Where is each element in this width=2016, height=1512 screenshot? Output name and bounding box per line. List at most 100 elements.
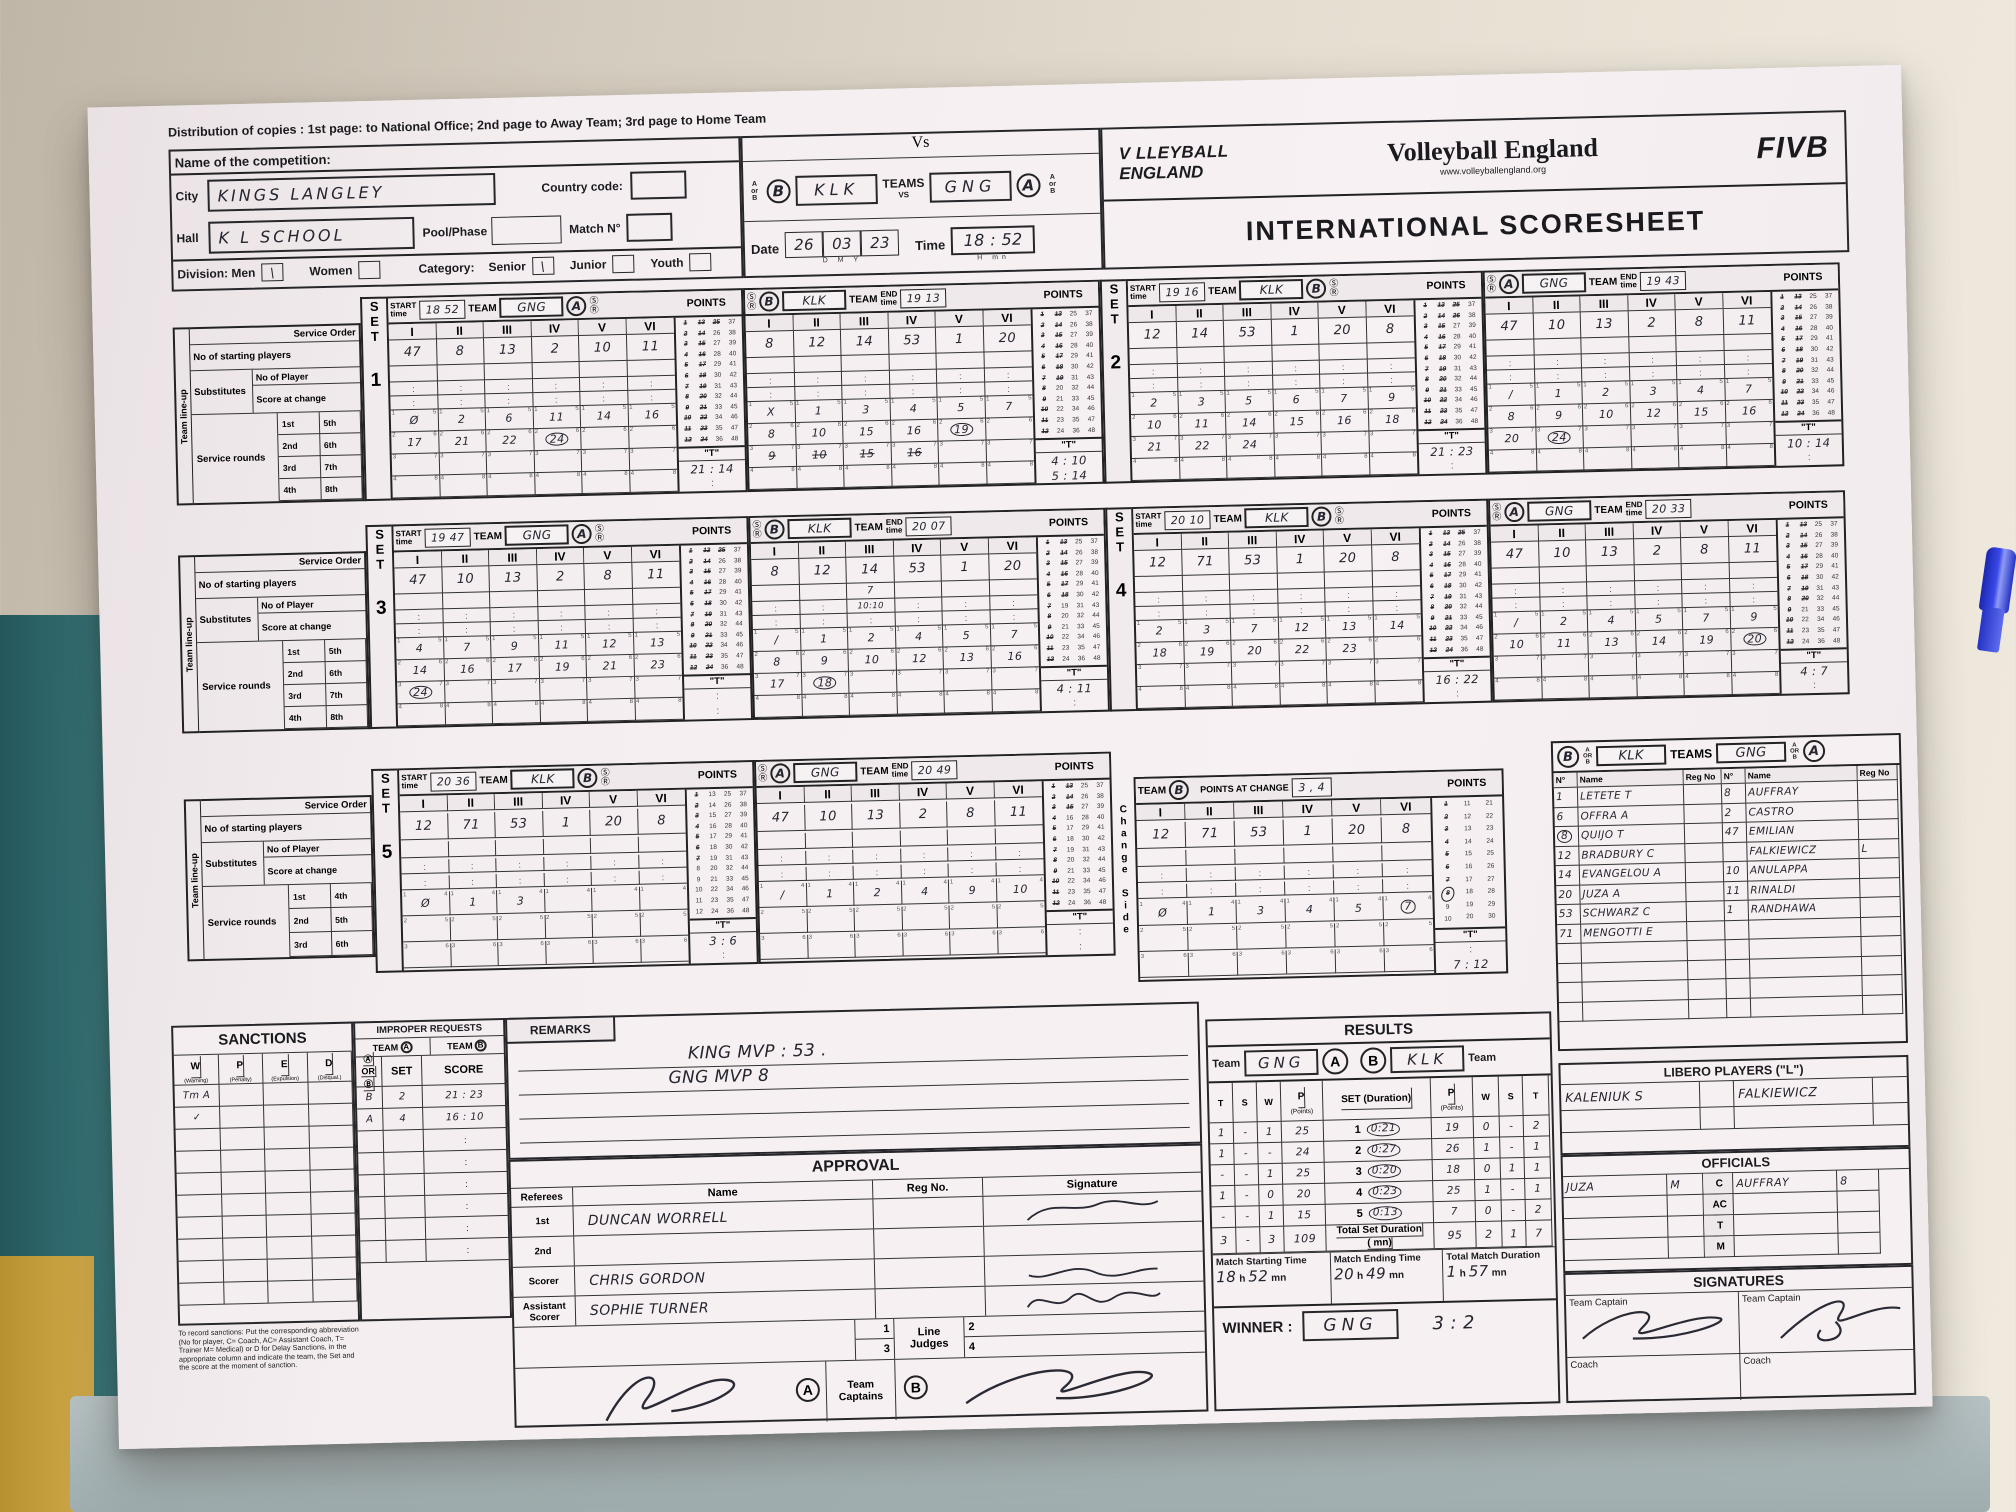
substitute-player-cell bbox=[1277, 572, 1326, 590]
service-round-cell: 9 bbox=[1367, 386, 1416, 410]
results-total: 109 bbox=[1293, 1231, 1317, 1246]
service-round-cell: 19 bbox=[938, 418, 987, 442]
service-order-II: II bbox=[1181, 532, 1230, 550]
starting-player-cell: 47 bbox=[389, 339, 438, 367]
points-column-header: POINTS bbox=[1426, 279, 1466, 293]
tally-number: 8 bbox=[1787, 595, 1792, 603]
player-name: ANULAPPA bbox=[1749, 863, 1809, 877]
tally-number: 16 bbox=[709, 822, 717, 830]
service-round-score: 13 bbox=[1604, 635, 1620, 650]
tally-number: 31 bbox=[719, 610, 727, 618]
tally-number: 28 bbox=[1458, 560, 1467, 569]
tally-number: 21 bbox=[1485, 799, 1493, 807]
tally-number: 15 bbox=[702, 568, 712, 576]
tally-number: 12 bbox=[695, 907, 703, 915]
set-letter: S bbox=[375, 526, 385, 542]
tally-number: 35 bbox=[1083, 888, 1091, 896]
roster-grid: N° Name Reg No N° Name Reg No 1 LETETE T 8 AUFFRA… bbox=[1553, 765, 1906, 1023]
roster-name-cell: RINALDI bbox=[1748, 878, 1861, 901]
service-round-cell: 20 bbox=[1488, 427, 1537, 451]
service-round-cell: 24 bbox=[397, 681, 446, 705]
tally-number: 23 bbox=[710, 896, 719, 905]
service-round-cell bbox=[1139, 952, 1190, 978]
service-round-cell: 9 bbox=[1535, 404, 1584, 428]
service-order-VI: VI bbox=[988, 537, 1037, 555]
tally-number: 37 bbox=[1096, 781, 1104, 789]
tally-number: 21 bbox=[1056, 395, 1064, 403]
tally-number: 17 bbox=[1054, 353, 1064, 361]
results-value: 2 bbox=[1534, 1203, 1542, 1216]
set-2-right-panel: Ⓢ Ⓡ A GNG TEAM END time 19 43 POINTS I II III IV V VI 4… bbox=[1482, 262, 1845, 475]
tally-number: 23 bbox=[1056, 416, 1065, 424]
roster-name-cell: LETETE T bbox=[1577, 785, 1685, 808]
official-reg: M bbox=[1670, 1177, 1681, 1192]
tally-number: 44 bbox=[1469, 375, 1478, 383]
service-order-III: III bbox=[851, 784, 900, 802]
service-order-label: Service Order bbox=[298, 555, 362, 568]
improper-team-cell bbox=[360, 1240, 387, 1264]
score-at-change-cell: : bbox=[1135, 605, 1184, 622]
starting-player: 10 bbox=[593, 340, 612, 356]
service-round-cell bbox=[629, 469, 678, 493]
tally-number: 15 bbox=[1794, 314, 1803, 322]
starting-player-cell: 47 bbox=[1485, 313, 1534, 341]
tally-number: 20 bbox=[1055, 384, 1064, 392]
tally-number: 12 bbox=[1041, 427, 1050, 435]
timeout-box: "T" 4 : 11: bbox=[1040, 664, 1108, 712]
service-order-IV: IV bbox=[1627, 294, 1676, 312]
improper-set-cell bbox=[384, 1151, 425, 1175]
results-value: 1 bbox=[1484, 1183, 1492, 1196]
score-at-change-cell: : bbox=[806, 865, 854, 881]
substitute-player-cell bbox=[983, 351, 1032, 369]
service-round-cell bbox=[1326, 659, 1375, 683]
score-at-change-cell: : bbox=[1319, 359, 1368, 375]
substitute-player-cell bbox=[936, 352, 985, 370]
tally-number: 35 bbox=[1455, 407, 1463, 415]
timeout-score-line: 21 : 14 bbox=[679, 460, 745, 477]
score-at-change-cell: : bbox=[1187, 883, 1237, 899]
sanction-cell bbox=[177, 1194, 223, 1218]
starting-player-cell: 8 bbox=[1681, 537, 1730, 565]
team-name-box: KLK bbox=[787, 517, 852, 540]
starting-player-cell: 12 bbox=[1136, 821, 1187, 850]
results-cell: - bbox=[1258, 1142, 1283, 1165]
service-round-score: 16 bbox=[644, 408, 660, 422]
results-set-cell: 5 0:13 bbox=[1325, 1202, 1435, 1226]
tally-number: 18 bbox=[1055, 363, 1064, 371]
score-at-change-cell: : bbox=[1539, 582, 1588, 598]
results-total-cell: 109 bbox=[1284, 1225, 1327, 1253]
starting-player-cell: 10 bbox=[1538, 540, 1587, 568]
tally-number: 27 bbox=[1809, 314, 1818, 322]
score-at-change-cell: : bbox=[484, 379, 533, 395]
score-at-change-cell: : bbox=[639, 869, 687, 885]
substitute-player-cell bbox=[1324, 571, 1373, 589]
service-round-cell bbox=[1588, 653, 1637, 677]
score-at-change-cell: : bbox=[794, 371, 843, 388]
service-order-II: II bbox=[1538, 524, 1587, 542]
starting-player: 14 bbox=[860, 562, 879, 578]
sanction-cell bbox=[310, 1169, 356, 1193]
service-round-cell bbox=[1136, 663, 1185, 688]
left-panel-body: IIIIIIIVVVI4710132811::::::::::::4791112… bbox=[394, 544, 752, 727]
team-label: TEAM bbox=[849, 293, 878, 306]
service-rounds-label: Service rounds bbox=[196, 451, 266, 465]
score-at-change-cell: : bbox=[448, 858, 497, 874]
service-order-VI: VI bbox=[994, 781, 1042, 799]
service-round-cell: 2 bbox=[1540, 610, 1589, 634]
results-value: - bbox=[1244, 1168, 1249, 1181]
results-cell: 1 bbox=[1524, 1157, 1552, 1179]
service-round-cell bbox=[1683, 651, 1732, 675]
starting-player: 1 bbox=[561, 815, 571, 831]
women-label: Women bbox=[309, 263, 353, 279]
ordinal-cell: 3rd bbox=[284, 684, 327, 708]
score-at-change-cell: : bbox=[585, 604, 634, 620]
tally-column: 1 2 3 4 5 6 7 8 9 10 11 12 bbox=[679, 318, 695, 445]
service-round-cell: 13 bbox=[1325, 615, 1374, 639]
points-at-change-label: POINTS AT CHANGE bbox=[1200, 782, 1289, 795]
tally-number: 23 bbox=[1796, 399, 1805, 407]
sanction-cell bbox=[264, 1104, 310, 1128]
score-at-change-cell: : bbox=[1285, 880, 1335, 896]
service-round-score: 4 bbox=[1607, 613, 1616, 627]
tally-column: 13 14 15 16 17 18 19 20 21 22 23 24 bbox=[1062, 781, 1078, 908]
